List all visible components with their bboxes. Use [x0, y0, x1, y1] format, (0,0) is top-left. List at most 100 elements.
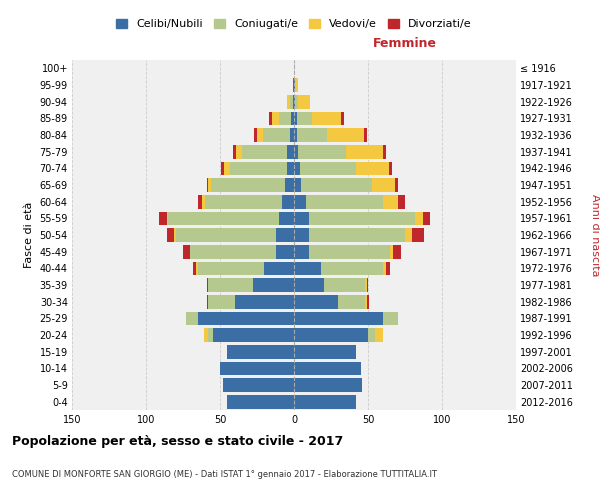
Y-axis label: Fasce di età: Fasce di età: [24, 202, 34, 268]
Bar: [295, 95, 298, 108]
Bar: [293, 78, 294, 92]
Bar: [297, 112, 312, 125]
Bar: [294, 128, 297, 142]
Bar: [294, 262, 320, 275]
Bar: [202, 195, 205, 208]
Bar: [174, 228, 176, 242]
Bar: [168, 212, 279, 225]
Bar: [383, 195, 398, 208]
Bar: [383, 262, 386, 275]
Bar: [309, 228, 405, 242]
Bar: [390, 245, 393, 258]
Bar: [298, 95, 310, 108]
Bar: [206, 295, 208, 308]
Bar: [389, 162, 392, 175]
Bar: [227, 395, 294, 408]
Bar: [326, 128, 364, 142]
Bar: [364, 128, 367, 142]
Bar: [294, 345, 356, 358]
Bar: [341, 112, 344, 125]
Bar: [294, 328, 368, 342]
Bar: [423, 212, 430, 225]
Bar: [294, 212, 309, 225]
Bar: [206, 178, 208, 192]
Legend: Celibi/Nubili, Coniugati/e, Vedovi/e, Divorziati/e: Celibi/Nubili, Coniugati/e, Vedovi/e, Di…: [112, 14, 476, 34]
Bar: [294, 78, 295, 92]
Text: Popolazione per età, sesso e stato civile - 2017: Popolazione per età, sesso e stato civil…: [12, 435, 343, 448]
Bar: [290, 95, 293, 108]
Bar: [160, 212, 167, 225]
Bar: [253, 278, 294, 292]
Bar: [294, 178, 301, 192]
Bar: [287, 145, 294, 158]
Bar: [365, 278, 367, 292]
Bar: [294, 162, 300, 175]
Bar: [294, 112, 297, 125]
Bar: [198, 195, 202, 208]
Bar: [196, 262, 198, 275]
Bar: [279, 112, 291, 125]
Bar: [294, 278, 323, 292]
Bar: [291, 112, 294, 125]
Bar: [346, 145, 383, 158]
Bar: [269, 112, 272, 125]
Bar: [294, 295, 338, 308]
Bar: [309, 212, 415, 225]
Bar: [323, 278, 365, 292]
Bar: [276, 228, 294, 242]
Bar: [367, 278, 368, 292]
Bar: [235, 295, 294, 308]
Bar: [186, 312, 198, 325]
Bar: [205, 195, 282, 208]
Bar: [227, 345, 294, 358]
Bar: [356, 162, 389, 175]
Bar: [312, 112, 341, 125]
Bar: [176, 228, 276, 242]
Bar: [306, 195, 383, 208]
Bar: [368, 328, 376, 342]
Bar: [294, 95, 295, 108]
Bar: [211, 178, 285, 192]
Bar: [293, 95, 294, 108]
Bar: [204, 328, 208, 342]
Bar: [263, 128, 290, 142]
Bar: [208, 328, 212, 342]
Bar: [367, 295, 370, 308]
Bar: [294, 228, 309, 242]
Bar: [294, 245, 309, 258]
Bar: [220, 362, 294, 375]
Bar: [208, 295, 235, 308]
Bar: [272, 112, 279, 125]
Bar: [294, 195, 306, 208]
Bar: [167, 212, 168, 225]
Bar: [383, 312, 398, 325]
Bar: [208, 178, 211, 192]
Bar: [287, 162, 294, 175]
Bar: [183, 245, 190, 258]
Bar: [230, 162, 287, 175]
Bar: [265, 262, 294, 275]
Bar: [320, 262, 383, 275]
Bar: [290, 128, 294, 142]
Bar: [298, 145, 346, 158]
Bar: [300, 162, 356, 175]
Y-axis label: Anni di nascita: Anni di nascita: [590, 194, 600, 276]
Bar: [224, 162, 230, 175]
Bar: [206, 278, 208, 292]
Bar: [393, 245, 401, 258]
Bar: [279, 212, 294, 225]
Bar: [276, 245, 294, 258]
Bar: [254, 128, 257, 142]
Bar: [208, 278, 253, 292]
Bar: [373, 178, 395, 192]
Bar: [412, 228, 424, 242]
Bar: [198, 312, 294, 325]
Bar: [294, 312, 383, 325]
Bar: [398, 195, 405, 208]
Bar: [242, 145, 287, 158]
Bar: [386, 262, 390, 275]
Bar: [365, 295, 367, 308]
Bar: [309, 245, 390, 258]
Bar: [294, 362, 361, 375]
Bar: [257, 128, 263, 142]
